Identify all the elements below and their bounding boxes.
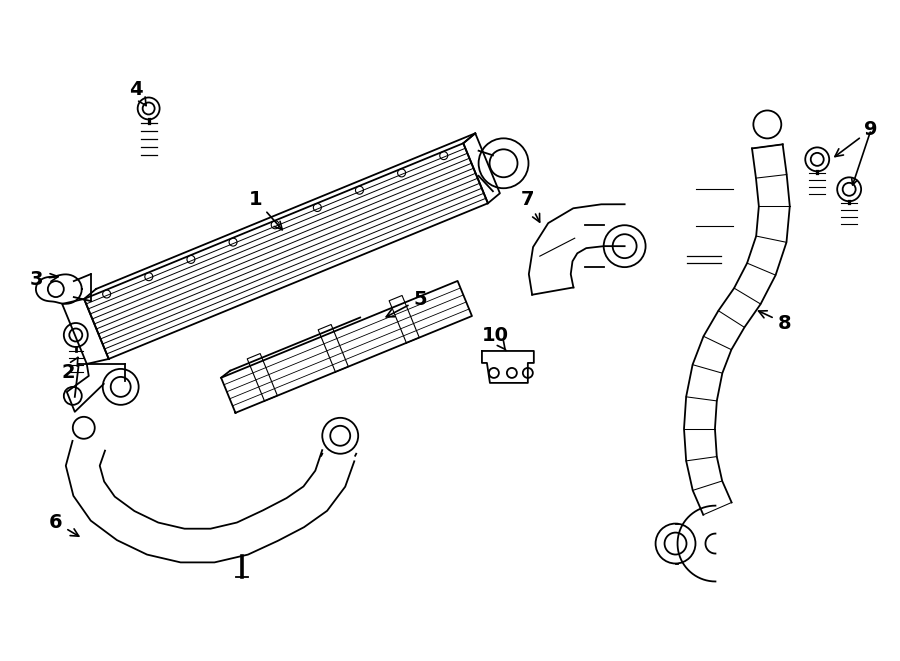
- Text: 1: 1: [248, 190, 283, 230]
- Text: 10: 10: [482, 327, 508, 350]
- Text: 4: 4: [129, 80, 146, 106]
- Text: 5: 5: [386, 290, 427, 317]
- Text: 2: 2: [62, 358, 78, 383]
- Text: 3: 3: [30, 270, 58, 289]
- Text: 7: 7: [521, 190, 540, 222]
- Text: 6: 6: [49, 513, 79, 536]
- Text: 9: 9: [835, 120, 878, 157]
- Text: 8: 8: [759, 311, 791, 332]
